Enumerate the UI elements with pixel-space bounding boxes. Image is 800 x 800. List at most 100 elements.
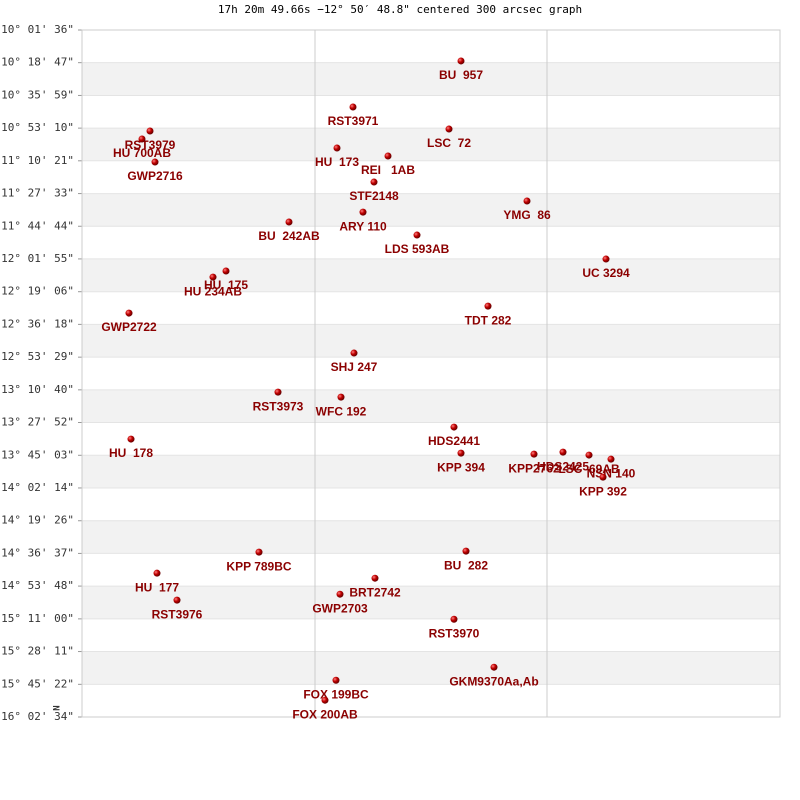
- y-tick-label: -10° 18' 47": [0, 56, 74, 69]
- star: [523, 197, 531, 205]
- y-tick-label: -12° 36' 18": [0, 317, 74, 330]
- star: [333, 144, 341, 152]
- y-tick-label: -15° 45' 22": [0, 677, 74, 690]
- star-label: GWP2703: [312, 601, 368, 615]
- star: [332, 676, 340, 684]
- chart-title: 17h 20m 49.66s −12° 50′ 48.8" centered 3…: [218, 3, 582, 16]
- star-label: HDS2441: [428, 434, 480, 448]
- star-label: KPP 789BC: [226, 559, 291, 573]
- star-label: YMG 86: [503, 208, 551, 222]
- star: [151, 158, 159, 166]
- star-label: BU 242AB: [258, 229, 320, 243]
- star-label: GKM9370Aa,Ab: [449, 674, 538, 688]
- star: [450, 615, 458, 623]
- y-tick-label: -10° 35' 59": [0, 88, 74, 101]
- y-tick-label: -12° 53' 29": [0, 350, 74, 363]
- star: [602, 255, 610, 263]
- star-label: ARY 110: [339, 219, 387, 233]
- band: [82, 651, 780, 685]
- star: [457, 57, 465, 65]
- y-tick-label: -12° 19' 06": [0, 285, 74, 298]
- band: [82, 389, 780, 423]
- star-label: KPP 394: [437, 460, 485, 474]
- y-tick-label: -11° 27' 33": [0, 187, 74, 200]
- star: [457, 449, 465, 457]
- band: [82, 324, 780, 358]
- star: [321, 696, 329, 704]
- star-label: RST3973: [253, 399, 304, 413]
- y-tick-label: -10° 53' 10": [0, 121, 74, 134]
- star-label: LDS 593AB: [385, 242, 450, 256]
- star: [337, 393, 345, 401]
- star: [350, 349, 358, 357]
- star: [413, 231, 421, 239]
- star: [222, 267, 230, 275]
- star-label: HU 175: [204, 278, 248, 292]
- star-label: GWP2722: [101, 320, 157, 334]
- star-label: REI 1AB: [361, 163, 415, 177]
- y-tick-label: -13° 45' 03": [0, 448, 74, 461]
- band: [82, 520, 780, 554]
- bands: [82, 62, 780, 685]
- y-tick-label: -15° 11' 00": [0, 612, 74, 625]
- star-label: RST3971: [328, 114, 379, 128]
- star: [559, 448, 567, 456]
- star-label: RST3979: [125, 138, 176, 152]
- star: [125, 309, 133, 317]
- plot-frame: [81, 29, 781, 718]
- star: [209, 273, 217, 281]
- y-tick-label: -14° 53' 48": [0, 579, 74, 592]
- star: [359, 208, 367, 216]
- star: [384, 152, 392, 160]
- y-tick-label: -15° 28' 11": [0, 645, 74, 658]
- star-label: BU 957: [439, 68, 483, 82]
- y-tick-label: -16° 02' 34": [0, 710, 74, 723]
- star-label: RST3976: [152, 607, 203, 621]
- band: [82, 258, 780, 292]
- y-tick-label: -11° 44' 44": [0, 219, 74, 232]
- star: [490, 663, 498, 671]
- star: [445, 125, 453, 133]
- star: [127, 435, 135, 443]
- y-tick-label: -11° 10' 21": [0, 154, 74, 167]
- star-label: KPP 392: [579, 484, 627, 498]
- star-label: TDT 282: [465, 313, 512, 327]
- star: [450, 423, 458, 431]
- star-label: HU 173: [315, 155, 359, 169]
- star-label: HU 700AB: [113, 146, 171, 160]
- band: [82, 586, 780, 619]
- star-label: LSC 72: [427, 136, 471, 150]
- star: [285, 218, 293, 226]
- star-label: FOX 199BC: [303, 687, 369, 701]
- north-label: N: [53, 705, 63, 710]
- star: [349, 103, 357, 111]
- star: [153, 569, 161, 577]
- star: [585, 451, 593, 459]
- star-label: LSC 69AB: [558, 462, 620, 476]
- star-label: KPP2762: [508, 461, 560, 475]
- y-tick-label: -13° 10' 40": [0, 383, 74, 396]
- star: [462, 547, 470, 555]
- star: [255, 548, 263, 556]
- y-tick-label: -12° 01' 55": [0, 252, 74, 265]
- star-label: SHJ 247: [331, 360, 378, 374]
- star-label: BU 282: [444, 558, 488, 572]
- y-tick-label: -14° 02' 14": [0, 481, 74, 494]
- star-label: HU 178: [109, 446, 153, 460]
- band: [82, 62, 780, 96]
- star: [274, 388, 282, 396]
- star: [371, 574, 379, 582]
- star: [370, 178, 378, 186]
- y-tick-label: -14° 19' 26": [0, 514, 74, 527]
- star: [336, 590, 344, 598]
- star-label: HU 177: [135, 580, 179, 594]
- star-label: WFC 192: [316, 404, 367, 418]
- grid: [78, 29, 780, 718]
- star: [146, 127, 154, 135]
- y-tick-label: -10° 01' 36": [0, 23, 74, 36]
- star: [173, 596, 181, 604]
- y-tick-label: -14° 36' 37": [0, 546, 74, 559]
- star-label: GWP2716: [127, 169, 183, 183]
- star-label: HDS2425: [537, 459, 589, 473]
- band: [82, 193, 780, 227]
